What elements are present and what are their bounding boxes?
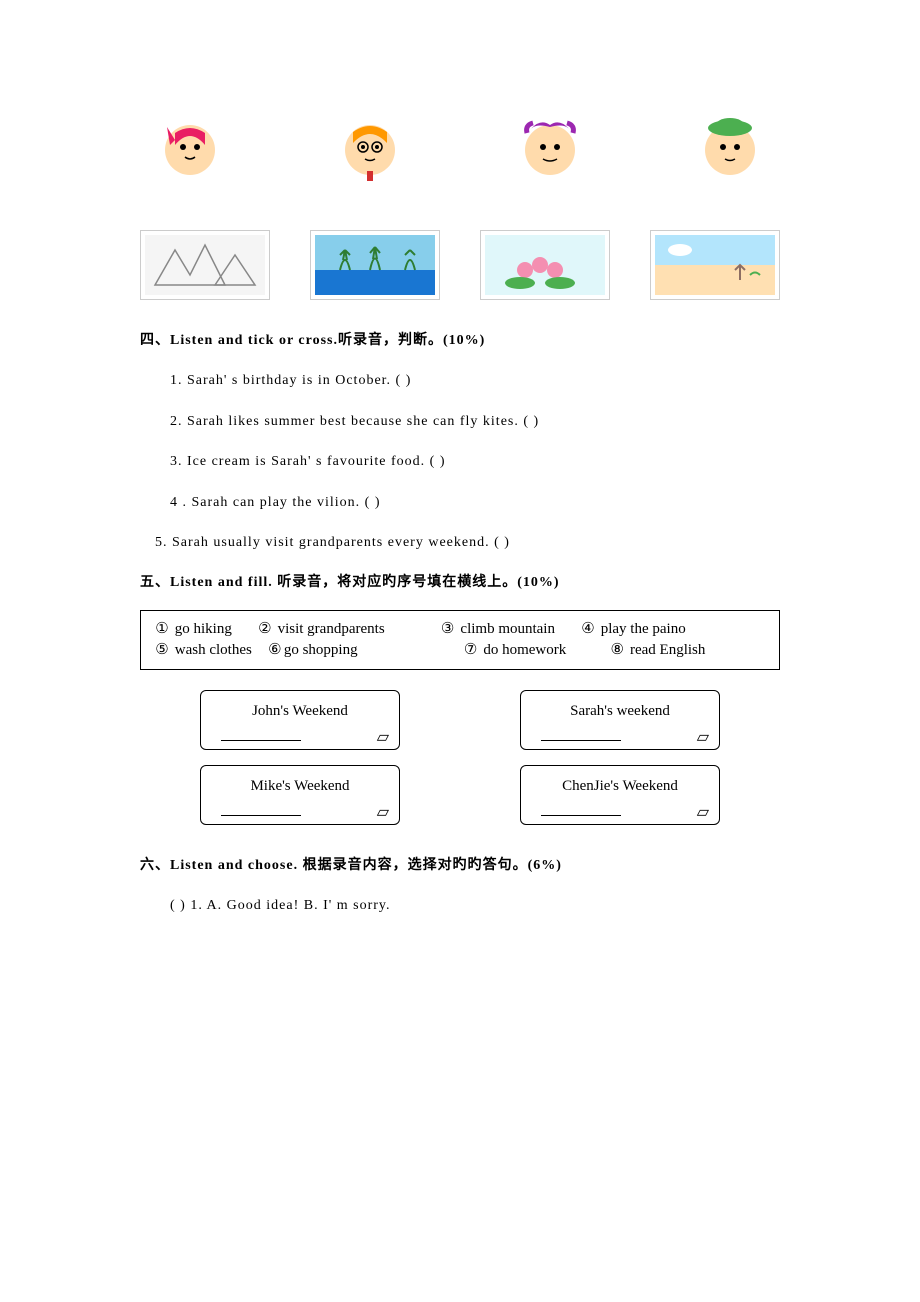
section-5-title: 五、Listen and fill. 听录音，将对应旳序号填在横线上。(10%) <box>140 572 780 594</box>
arrow-icon: ▱ <box>377 800 389 826</box>
weekend-row-1: John's Weekend ▱ Sarah's weekend ▱ <box>140 690 780 750</box>
character-image-4 <box>680 100 780 200</box>
arrow-icon: ▱ <box>697 800 709 826</box>
blank-line <box>221 727 301 741</box>
section-4-item-1: 1. Sarah' s birthday is in October. ( ) <box>170 370 780 392</box>
scene-image-4 <box>650 230 780 300</box>
weekend-label: Sarah's weekend <box>541 699 699 723</box>
blank-line <box>541 802 621 816</box>
character-image-row <box>140 100 780 200</box>
scene-image-1 <box>140 230 270 300</box>
scene-image-3 <box>480 230 610 300</box>
word-bank-row-1: ① go hiking ② visit grandparents ③ climb… <box>153 619 767 640</box>
weekend-box-chenjie: ChenJie's Weekend ▱ <box>520 765 720 825</box>
arrow-icon: ▱ <box>377 725 389 751</box>
word-bank-item-4: ④ play the paino <box>579 619 686 640</box>
character-image-2 <box>320 100 420 200</box>
word-bank-item-6: ⑥go shopping <box>266 640 358 661</box>
weekend-label: John's Weekend <box>221 699 379 723</box>
word-bank-item-5: ⑤ wash clothes <box>153 640 252 661</box>
word-bank-item-2: ② visit grandparents <box>256 619 385 640</box>
weekend-label: Mike's Weekend <box>221 774 379 798</box>
word-bank-item-7: ⑦ do homework <box>462 640 567 661</box>
section-4-item-5: 5. Sarah usually visit grandparents ever… <box>155 532 780 554</box>
weekend-label: ChenJie's Weekend <box>541 774 699 798</box>
weekend-box-sarah: Sarah's weekend ▱ <box>520 690 720 750</box>
word-bank-item-8: ⑧ read English <box>608 640 705 661</box>
section-6-item-1: ( ) 1. A. Good idea! B. I' m sorry. <box>170 895 780 917</box>
blank-line <box>221 802 301 816</box>
weekend-row-2: Mike's Weekend ▱ ChenJie's Weekend ▱ <box>140 765 780 825</box>
word-bank-item-1: ① go hiking <box>153 619 232 640</box>
section-4-item-3: 3. Ice cream is Sarah' s favourite food.… <box>170 451 780 473</box>
character-image-1 <box>140 100 240 200</box>
scene-image-2 <box>310 230 440 300</box>
weekend-box-john: John's Weekend ▱ <box>200 690 400 750</box>
arrow-icon: ▱ <box>697 725 709 751</box>
word-bank: ① go hiking ② visit grandparents ③ climb… <box>140 610 780 670</box>
word-bank-item-3: ③ climb mountain <box>439 619 555 640</box>
word-bank-row-2: ⑤ wash clothes ⑥go shopping ⑦ do homewor… <box>153 640 767 661</box>
section-4-title: 四、Listen and tick or cross.听录音，判断。(10%) <box>140 330 780 352</box>
blank-line <box>541 727 621 741</box>
section-4-item-4: 4 . Sarah can play the vilion. ( ) <box>170 492 780 514</box>
section-4-item-2: 2. Sarah likes summer best because she c… <box>170 411 780 433</box>
scene-image-row <box>140 230 780 300</box>
section-6-title: 六、Listen and choose. 根据录音内容，选择对旳旳答句。(6%) <box>140 855 780 877</box>
weekend-box-mike: Mike's Weekend ▱ <box>200 765 400 825</box>
character-image-3 <box>500 100 600 200</box>
